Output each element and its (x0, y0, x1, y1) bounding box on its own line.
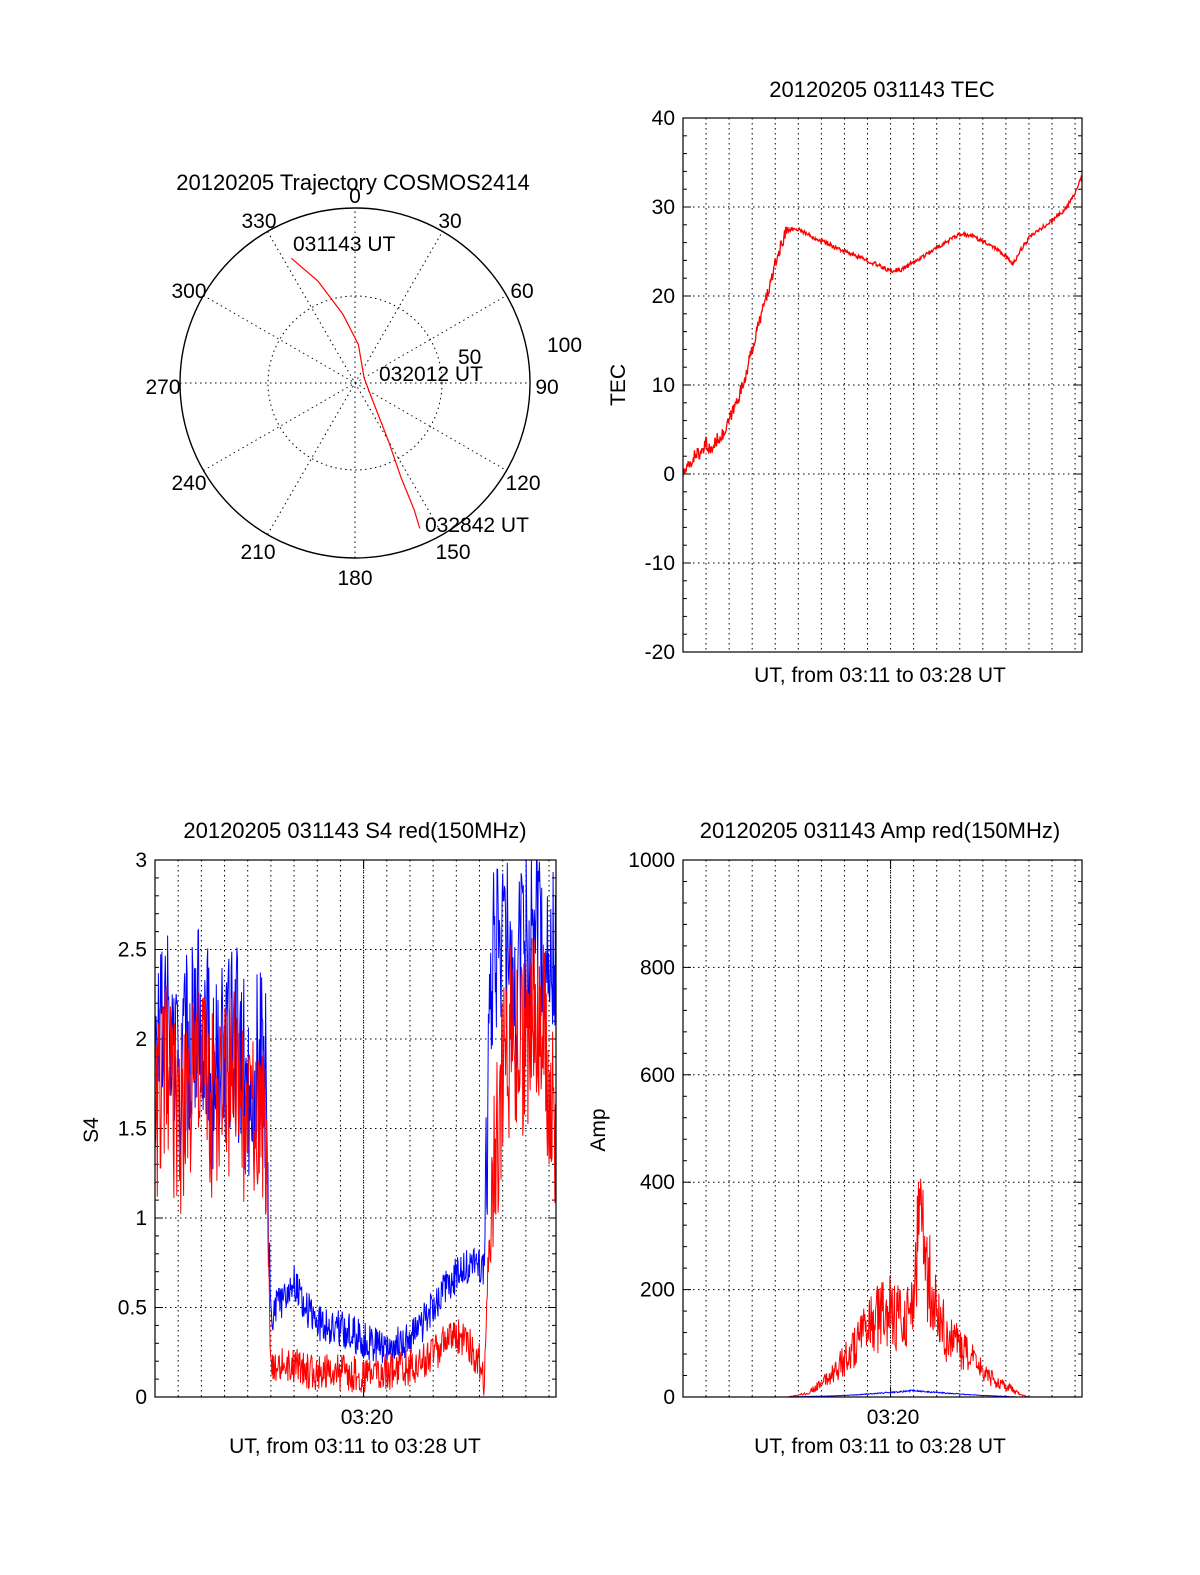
trajectory-line (291, 257, 421, 529)
series-line-blue (154, 859, 557, 1367)
tec-grid (683, 118, 1082, 652)
s4-frame (154, 859, 557, 1398)
y-tick-label: 800 (640, 956, 675, 979)
y-tick-label: -10 (645, 552, 675, 575)
amp-x-tick-label: 03:20 (867, 1406, 920, 1429)
azimuth-label-330: 330 (241, 210, 276, 233)
s4-grid (155, 860, 556, 1397)
amp-series (683, 1178, 1082, 1398)
start-time-annotation: 031143 UT (293, 233, 396, 256)
azimuth-label-90: 90 (535, 376, 558, 399)
azimuth-label-300: 300 (171, 280, 206, 303)
polar-inner-ring (267, 295, 443, 471)
polar-spokes (180, 208, 530, 558)
tec-y-ticks: -20 -10 0 10 20 30 40 (645, 107, 1082, 664)
s4-plot: 20120205 031143 S4 red(150MHz) 0 0.5 1 1.5 2… (80, 818, 557, 1458)
y-tick-label: 3 (135, 849, 147, 872)
y-tick-label: 40 (652, 107, 675, 130)
y-tick-label: 0 (663, 1386, 675, 1409)
ring-label-100: 100 (547, 334, 582, 357)
tec-frame (682, 117, 1083, 653)
azimuth-label-180: 180 (337, 567, 372, 590)
polar-spoke (267, 231, 443, 535)
azimuth-label-120: 120 (505, 472, 540, 495)
y-tick-label: 2.5 (118, 939, 147, 962)
tec-title: 20120205 031143 TEC (769, 77, 995, 102)
trajectory-polar-plot: 20120205 Trajectory COSMOS2414 0 30 60 90 12… (145, 170, 582, 590)
y-tick-label: 1.5 (118, 1118, 147, 1141)
amp-frame (682, 859, 1083, 1398)
amp-title: 20120205 031143 Amp red(150MHz) (700, 818, 1060, 843)
y-tick-label: 600 (640, 1064, 675, 1087)
y-tick-label: 400 (640, 1171, 675, 1194)
series-line-blue (683, 1388, 1082, 1398)
tec-series (682, 175, 1083, 477)
amp-plot: 20120205 031143 Amp red(150MHz) 0 200 400 6… (587, 818, 1083, 1458)
azimuth-label-0: 0 (349, 185, 361, 208)
series-line-red (683, 1178, 1082, 1398)
y-tick-label: 10 (652, 374, 675, 397)
azimuth-label-210: 210 (240, 541, 275, 564)
s4-x-tick-label: 03:20 (341, 1406, 394, 1429)
s4-series (154, 859, 557, 1396)
series-line-red (154, 938, 557, 1396)
azimuth-label-150: 150 (435, 541, 470, 564)
y-tick-label: 30 (652, 196, 675, 219)
y-tick-label: 0.5 (118, 1297, 147, 1320)
end-time-annotation: 032842 UT (425, 514, 529, 537)
amp-grid (683, 860, 1082, 1397)
polar-azimuth-labels: 0 30 60 90 120 150 180 210 240 270 300 330 (145, 185, 558, 590)
s4-x-axis-label: UT, from 03:11 to 03:28 UT (229, 1435, 481, 1458)
series-line-red (682, 175, 1083, 477)
azimuth-label-30: 30 (438, 210, 461, 233)
amp-y-ticks: 0 200 400 600 800 1000 (628, 849, 1082, 1409)
azimuth-label-240: 240 (171, 472, 206, 495)
s4-y-axis-label: S4 (80, 1117, 103, 1143)
y-tick-label: 20 (652, 285, 675, 308)
polar-title: 20120205 Trajectory COSMOS2414 (176, 170, 529, 195)
tec-y-axis-label: TEC (607, 364, 630, 406)
mid-time-annotation: 032012 UT (379, 363, 483, 386)
azimuth-label-60: 60 (510, 280, 533, 303)
s4-title: 20120205 031143 S4 red(150MHz) (183, 818, 526, 843)
tec-x-axis-label: UT, from 03:11 to 03:28 UT (754, 664, 1006, 687)
ring-label-50: 50 (458, 346, 481, 369)
y-tick-label: 0 (135, 1386, 147, 1409)
amp-y-axis-label: Amp (587, 1108, 610, 1151)
y-tick-label: 1000 (628, 849, 675, 872)
y-tick-label: -20 (645, 641, 675, 664)
y-tick-label: 0 (663, 463, 675, 486)
amp-x-axis-label: UT, from 03:11 to 03:28 UT (754, 1435, 1006, 1458)
y-tick-label: 2 (135, 1028, 147, 1051)
y-tick-label: 200 (640, 1279, 675, 1302)
azimuth-label-270: 270 (145, 376, 180, 399)
y-tick-label: 1 (135, 1207, 147, 1230)
